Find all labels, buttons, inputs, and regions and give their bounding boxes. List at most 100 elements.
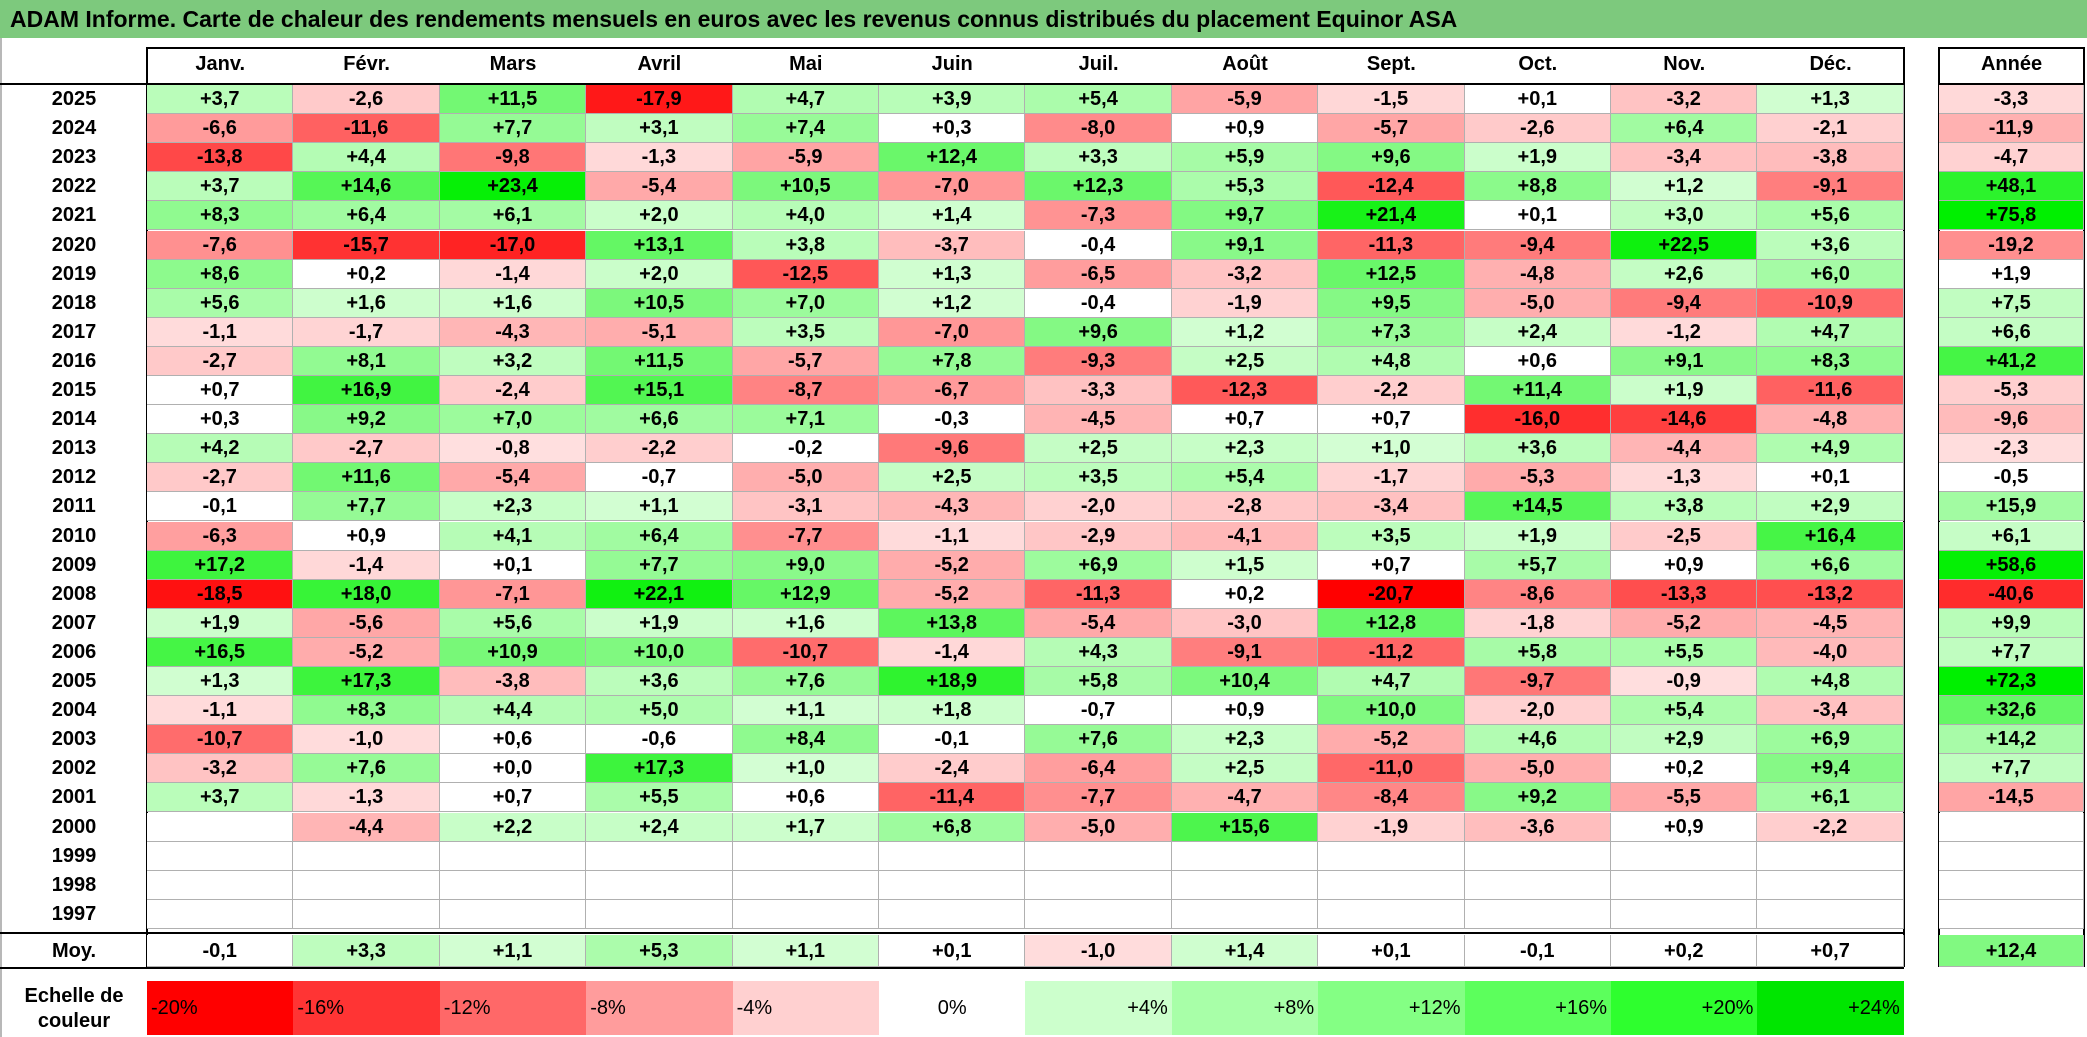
heatmap-cell bbox=[439, 870, 587, 900]
heatmap-cell: -12,4 bbox=[1318, 172, 1465, 202]
average-cell: +0,1 bbox=[1318, 935, 1465, 967]
year-label: 2019 bbox=[51, 262, 97, 285]
heatmap-cell bbox=[1318, 899, 1465, 929]
heatmap-cell: -8,0 bbox=[1025, 114, 1172, 144]
heatmap-cell: -1,3 bbox=[1611, 463, 1758, 493]
year-label: 2023 bbox=[51, 146, 97, 169]
heatmap-cell: +17,3 bbox=[586, 754, 733, 784]
heatmap-cell: +2,3 bbox=[1171, 434, 1319, 464]
heatmap-cell: -4,4 bbox=[293, 812, 440, 842]
heatmap-cell: -0,2 bbox=[732, 434, 879, 464]
month-header: Juin bbox=[931, 53, 973, 75]
heatmap-cell: -5,7 bbox=[1318, 114, 1465, 144]
heatmap-cell: -7,1 bbox=[439, 579, 587, 609]
heatmap-cell: -2,7 bbox=[293, 434, 440, 464]
heatmap-cell bbox=[1318, 870, 1465, 900]
heatmap-cell: +1,2 bbox=[1171, 317, 1319, 347]
heatmap-cell bbox=[732, 899, 879, 929]
heatmap-cell: -0,8 bbox=[439, 434, 587, 464]
heatmap-cell: -5,9 bbox=[1171, 85, 1319, 115]
heatmap-cell: -3,6 bbox=[1464, 812, 1611, 842]
heatmap-cell: +1,6 bbox=[293, 288, 440, 318]
heatmap-cell: +17,3 bbox=[293, 667, 440, 697]
color-scale-step: +16% bbox=[1464, 981, 1611, 1035]
average-cell: -1,0 bbox=[1025, 935, 1172, 967]
heatmap-cell: +9,1 bbox=[1611, 346, 1758, 376]
heatmap-cell: -7,6 bbox=[147, 230, 294, 260]
heatmap-cell: -11,3 bbox=[1025, 579, 1172, 609]
heatmap-cell bbox=[293, 841, 440, 871]
heatmap-cell bbox=[586, 841, 733, 871]
heatmap-cell: +1,3 bbox=[1757, 85, 1904, 115]
heatmap-cell: +4,1 bbox=[439, 521, 587, 551]
heatmap-cell: +4,9 bbox=[1757, 434, 1904, 464]
heatmap-cell: +6,8 bbox=[879, 812, 1026, 842]
annual-cell: -19,2 bbox=[1939, 230, 2084, 260]
average-cell: +0,7 bbox=[1757, 935, 1904, 967]
heatmap-cell bbox=[147, 899, 294, 929]
heatmap-cell: -5,2 bbox=[293, 637, 440, 667]
year-label: 2005 bbox=[51, 670, 97, 692]
heatmap-cell: -3,4 bbox=[1318, 492, 1465, 522]
heatmap-cell: +0,7 bbox=[147, 376, 294, 406]
color-scale-step: -16% bbox=[293, 981, 440, 1035]
heatmap-cell: -0,4 bbox=[1025, 230, 1172, 260]
heatmap-cell: -1,4 bbox=[879, 637, 1026, 667]
heatmap-cell: -5,9 bbox=[732, 143, 879, 173]
heatmap-cell: +7,8 bbox=[879, 346, 1026, 376]
heatmap-cell: +4,6 bbox=[1464, 725, 1611, 755]
year-label: 2003 bbox=[51, 728, 97, 751]
heatmap-cell bbox=[1025, 841, 1172, 871]
heatmap-cell: -0,9 bbox=[1611, 667, 1758, 697]
heatmap-cell: -7,7 bbox=[1025, 783, 1172, 813]
heatmap-cell: +2,5 bbox=[1025, 434, 1172, 464]
heatmap-cell: +15,1 bbox=[586, 376, 733, 406]
heatmap-cell: -7,3 bbox=[1025, 201, 1172, 231]
heatmap-cell: -5,0 bbox=[1464, 754, 1611, 784]
heatmap-cell bbox=[879, 841, 1026, 871]
average-cell: +1,4 bbox=[1171, 935, 1319, 967]
heatmap-cell: +7,6 bbox=[1025, 725, 1172, 755]
month-header: Mars bbox=[489, 53, 537, 75]
heatmap-cell: +12,3 bbox=[1025, 172, 1172, 202]
heatmap-cell: +5,9 bbox=[1171, 143, 1319, 173]
heatmap-cell: +1,6 bbox=[732, 608, 879, 638]
heatmap-cell: +1,9 bbox=[1611, 376, 1758, 406]
heatmap-cell: -12,3 bbox=[1171, 376, 1319, 406]
heatmap-cell: +3,9 bbox=[879, 85, 1026, 115]
month-header: Sept. bbox=[1366, 53, 1416, 75]
heatmap-cell: +1,4 bbox=[879, 201, 1026, 231]
heatmap-cell: +2,5 bbox=[879, 463, 1026, 493]
heatmap-cell: +3,1 bbox=[586, 114, 733, 144]
page-title: ADAM Informe. Carte de chaleur des rende… bbox=[0, 0, 2087, 38]
annual-cell: +48,1 bbox=[1939, 172, 2084, 202]
heatmap-cell: -13,2 bbox=[1757, 579, 1904, 609]
annual-cell: +41,2 bbox=[1939, 346, 2084, 376]
heatmap-cell bbox=[1171, 899, 1319, 929]
heatmap-cell: +16,9 bbox=[293, 376, 440, 406]
heatmap-cell: +3,8 bbox=[732, 230, 879, 260]
heatmap-cell: +2,0 bbox=[586, 259, 733, 289]
heatmap-cell: -2,2 bbox=[1318, 376, 1465, 406]
year-label: 2011 bbox=[52, 495, 96, 518]
heatmap-cell bbox=[1171, 870, 1319, 900]
heatmap-cell: -5,2 bbox=[879, 579, 1026, 609]
heatmap-cell: -8,4 bbox=[1318, 783, 1465, 813]
heatmap-cell: -9,1 bbox=[1757, 172, 1904, 202]
heatmap-cell: +7,0 bbox=[732, 288, 879, 318]
heatmap-cell: -10,7 bbox=[147, 725, 294, 755]
heatmap-cell: +9,6 bbox=[1025, 317, 1172, 347]
heatmap-cell: -11,0 bbox=[1318, 754, 1465, 784]
heatmap-cell: -6,6 bbox=[147, 114, 294, 144]
heatmap-cell: +6,6 bbox=[1757, 550, 1904, 580]
year-label: 2002 bbox=[51, 757, 97, 780]
heatmap-cell: +1,8 bbox=[879, 696, 1026, 726]
annual-cell: +7,5 bbox=[1939, 288, 2084, 318]
heatmap-cell: +4,8 bbox=[1318, 346, 1465, 376]
average-annual-cell: +12,4 bbox=[1939, 935, 2084, 967]
average-cell: +5,3 bbox=[586, 935, 733, 967]
heatmap-cell: +3,5 bbox=[732, 317, 879, 347]
annual-cell: +7,7 bbox=[1939, 754, 2084, 784]
heatmap-cell: +4,4 bbox=[439, 696, 587, 726]
heatmap-cell: +4,0 bbox=[732, 201, 879, 231]
